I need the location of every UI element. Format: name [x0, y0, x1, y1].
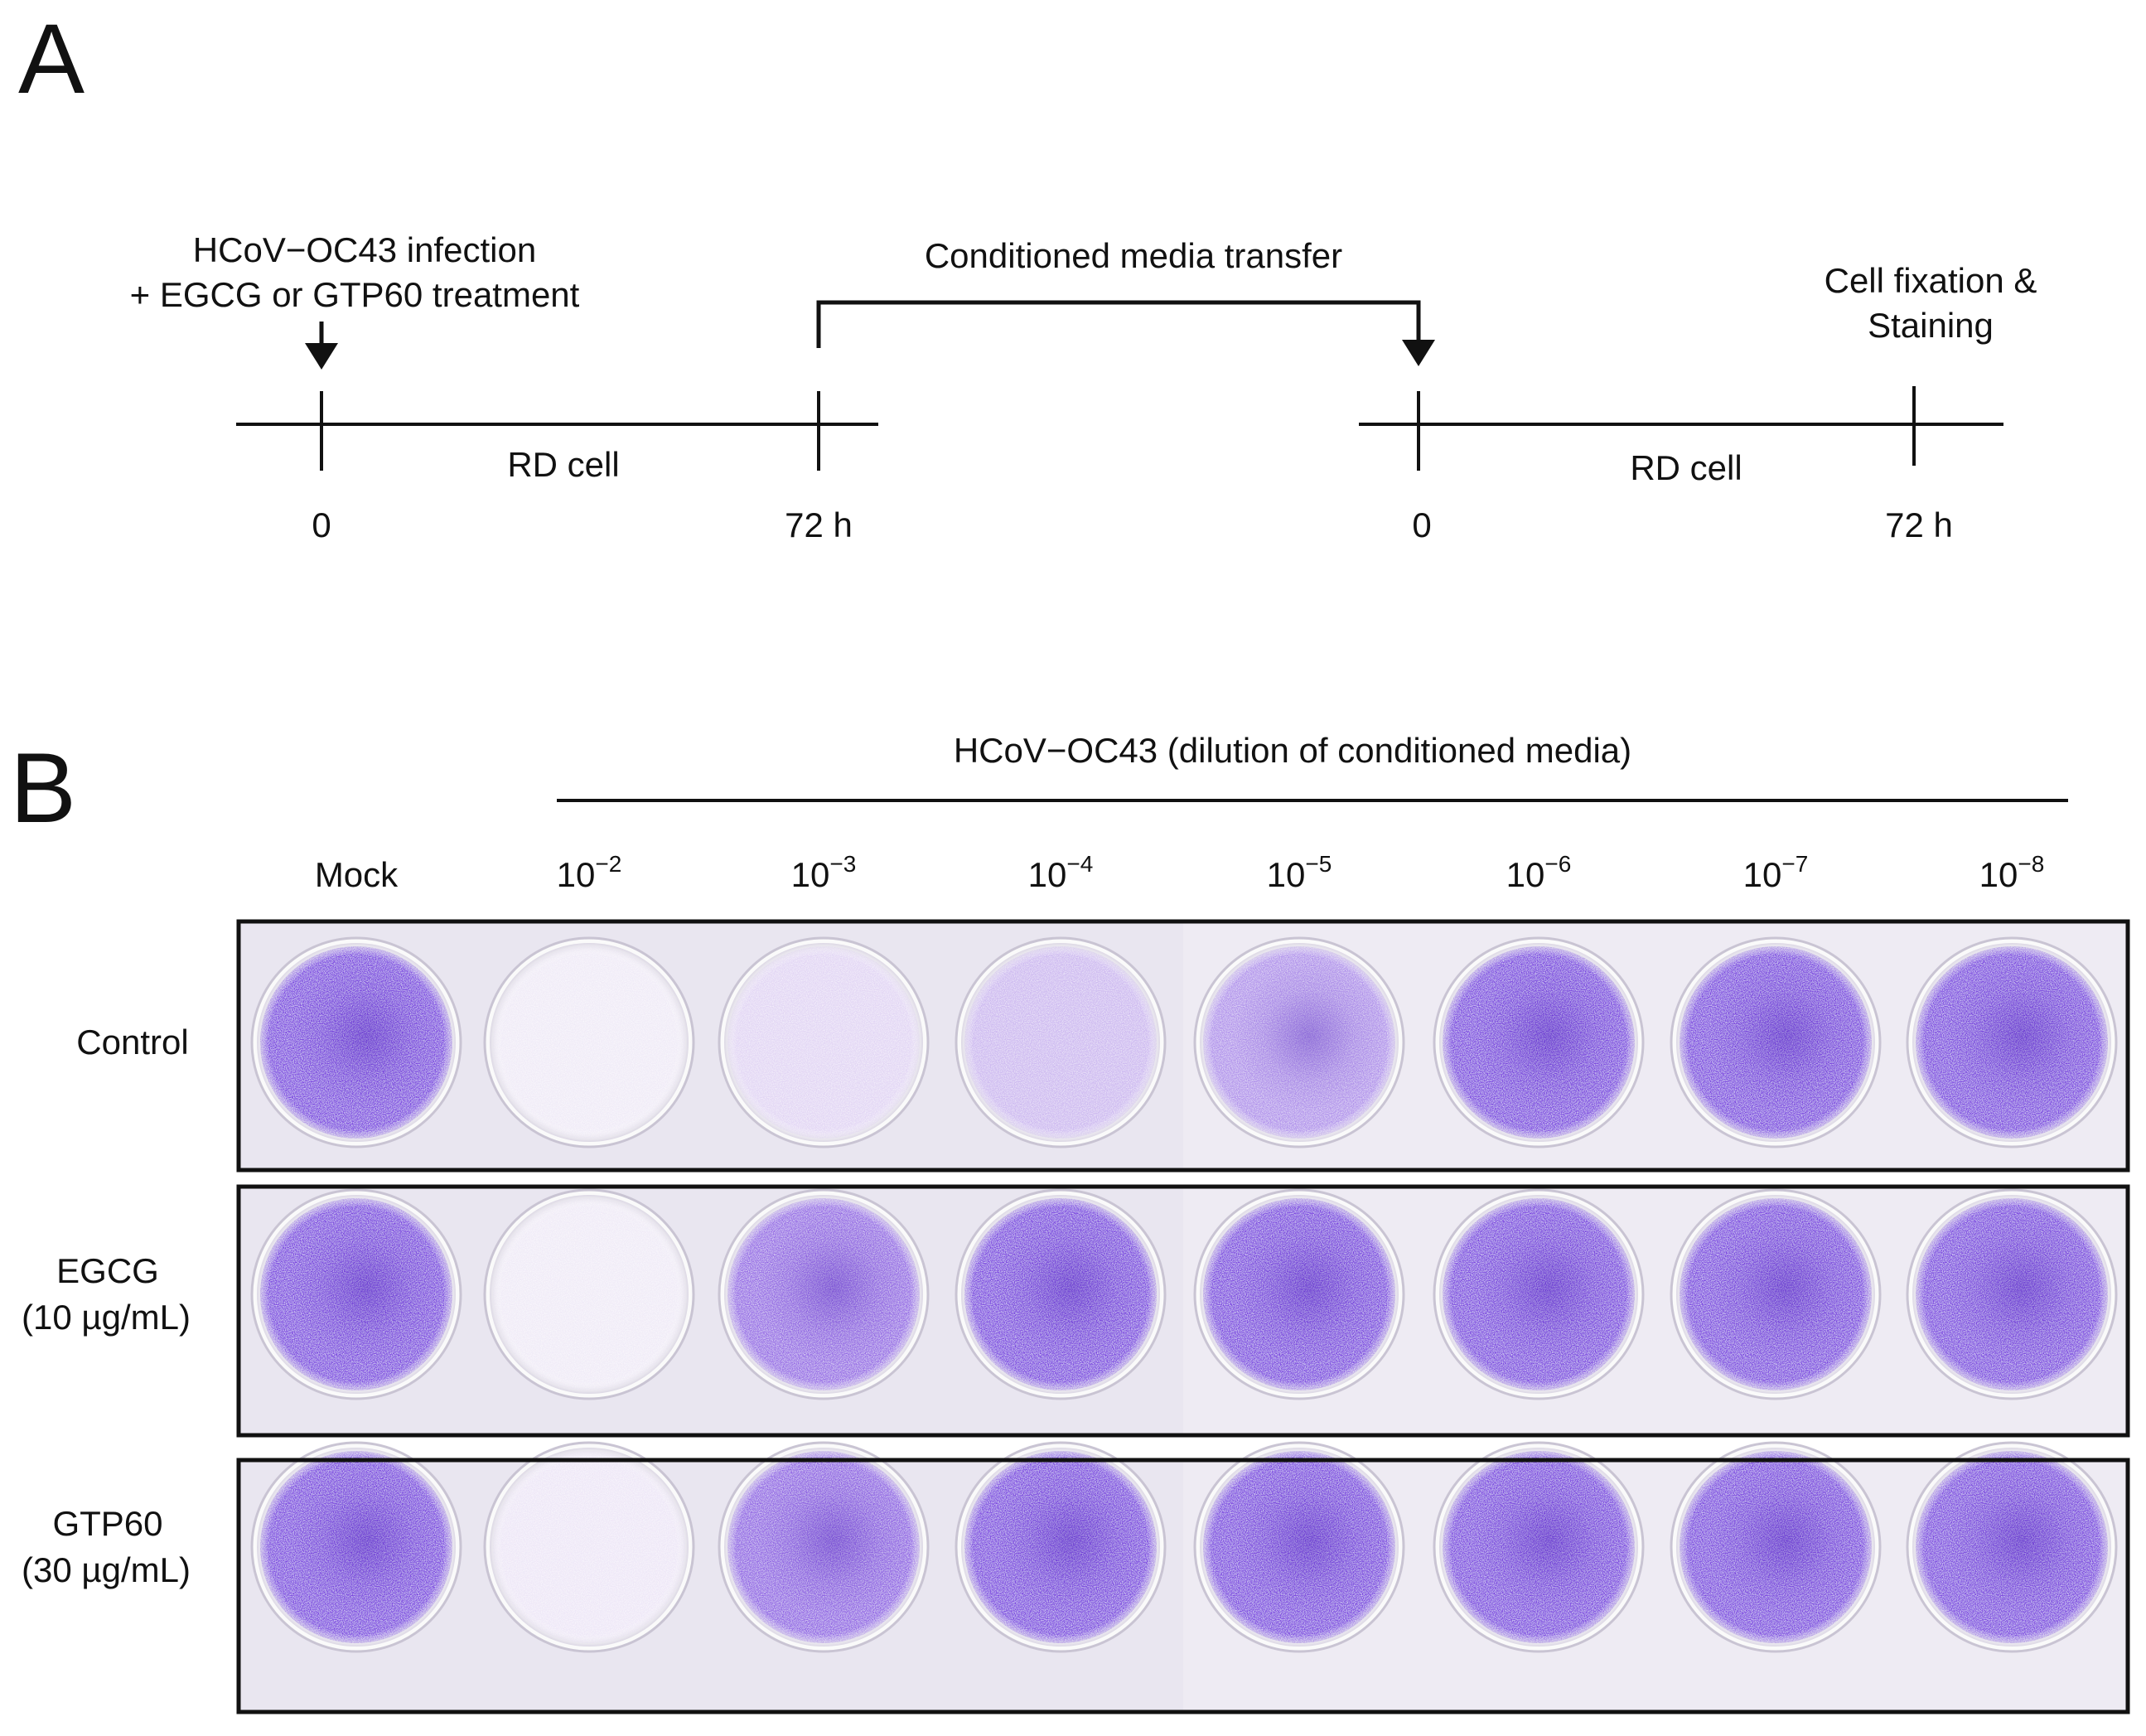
well-r2-c4 — [1193, 1441, 1405, 1653]
infection-label: HCoV−OC43 infection — [193, 230, 536, 269]
well-r2-c6 — [1670, 1441, 1882, 1653]
plate-row-2 — [236, 1441, 2130, 1714]
timeline-1-cell-label: RD cell — [507, 445, 619, 484]
timeline-2 — [1359, 386, 2003, 471]
treatment-label: + EGCG or GTP60 treatment — [130, 275, 580, 314]
well-r2-c7 — [1906, 1441, 2118, 1653]
well-r0-c5 — [1433, 936, 1645, 1148]
well-r1-c3 — [955, 1188, 1167, 1400]
timeline-1 — [236, 391, 878, 471]
transfer-arrow-icon — [816, 300, 1435, 366]
well-r0-c2 — [718, 936, 930, 1148]
plates — [236, 919, 2130, 1714]
timeline-2-end: 72 h — [1885, 505, 1953, 544]
well-r2-c0 — [250, 1441, 462, 1653]
well-r0-c4 — [1193, 936, 1405, 1148]
plate-row-0 — [236, 919, 2130, 1173]
timeline-1-start: 0 — [312, 505, 331, 544]
row-label-1: EGCG — [56, 1251, 159, 1290]
well-r2-c3 — [955, 1441, 1167, 1653]
well-r2-c1 — [483, 1441, 695, 1653]
column-labels: Mock 10−2 10−3 10−4 10−5 10−6 10−7 10−8 — [315, 851, 2045, 894]
staining-label: Staining — [1868, 306, 1994, 345]
column-label-1: 10−2 — [557, 851, 622, 894]
row-label-0: Control — [76, 1023, 188, 1061]
well-r1-c4 — [1193, 1188, 1405, 1400]
timeline-2-start: 0 — [1412, 505, 1431, 544]
well-r1-c0 — [250, 1188, 462, 1400]
plate-border — [236, 919, 2130, 1173]
well-r0-c1 — [483, 936, 695, 1148]
panel-a-letter: A — [18, 3, 85, 114]
fixation-label: Cell fixation & — [1825, 261, 2037, 300]
panel-b-letter: B — [10, 733, 76, 844]
plate-row-1 — [236, 1184, 2130, 1438]
timeline-1-end: 72 h — [785, 505, 853, 544]
infection-arrow-icon — [305, 322, 338, 370]
well-r0-c3 — [955, 936, 1167, 1148]
well-r0-c0 — [250, 936, 462, 1148]
well-r1-c6 — [1670, 1188, 1882, 1400]
dilution-header: HCoV−OC43 (dilution of conditioned media… — [954, 731, 1631, 770]
well-r2-c2 — [718, 1441, 930, 1653]
well-r0-c7 — [1906, 936, 2118, 1148]
column-label-2: 10−3 — [791, 851, 857, 894]
transfer-label: Conditioned media transfer — [925, 236, 1342, 275]
timeline-2-cell-label: RD cell — [1630, 448, 1742, 487]
well-r2-c5 — [1433, 1441, 1645, 1653]
plate-border — [236, 1184, 2130, 1438]
well-r1-c7 — [1906, 1188, 2118, 1400]
well-r0-c6 — [1670, 936, 1882, 1148]
well-r1-c2 — [718, 1188, 930, 1400]
column-label-7: 10−8 — [1979, 851, 2045, 894]
column-label-6: 10−7 — [1743, 851, 1809, 894]
plate-border — [236, 1458, 2130, 1714]
row-label-2: GTP60 — [52, 1504, 162, 1543]
column-label-0: Mock — [315, 855, 399, 894]
row-sublabel-1: (10 µg/mL) — [22, 1298, 191, 1337]
column-label-4: 10−5 — [1267, 851, 1332, 894]
well-r1-c1 — [483, 1188, 695, 1400]
row-sublabel-2: (30 µg/mL) — [22, 1550, 191, 1589]
row-labels: Control EGCG (10 µg/mL) GTP60 (30 µg/mL) — [22, 1023, 191, 1589]
column-label-3: 10−4 — [1028, 851, 1094, 894]
column-label-5: 10−6 — [1506, 851, 1572, 894]
well-r1-c5 — [1433, 1188, 1645, 1400]
